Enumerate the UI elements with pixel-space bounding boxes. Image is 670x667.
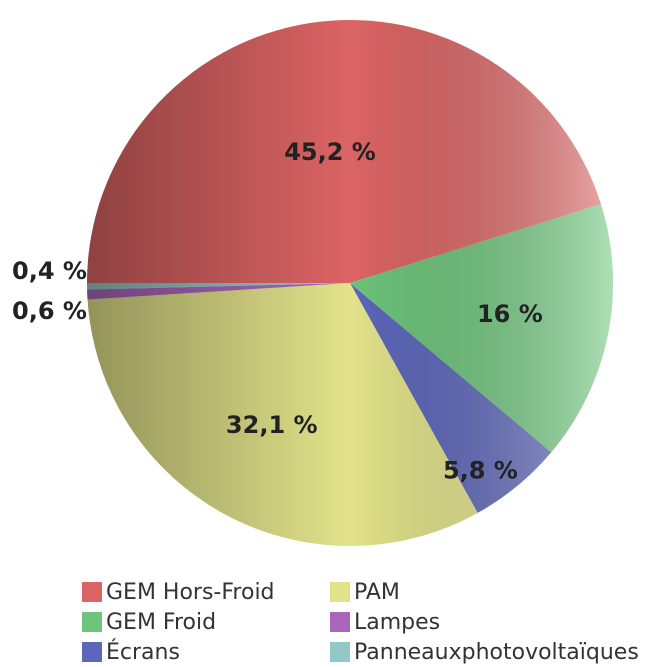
legend-label: GEM Froid (106, 610, 216, 635)
legend-swatch (330, 642, 350, 662)
value-label: 32,1 % (226, 411, 318, 439)
legend-swatch (330, 612, 350, 632)
legend-label: PAM (354, 580, 400, 605)
labels: 45,2 % 16 % 5,8 % 32,1 % 0,6 % 0,4 % (12, 138, 543, 484)
legend-label: Écrans (106, 639, 180, 665)
value-label: 5,8 % (443, 456, 518, 484)
legend-swatch (82, 612, 102, 632)
legend-label: Panneauxphotovoltaïques (354, 640, 639, 665)
pie (87, 19, 614, 547)
legend-label: Lampes (354, 610, 440, 635)
value-label: 45,2 % (284, 138, 376, 166)
value-label: 16 % (477, 300, 543, 328)
legend-label: GEM Hors-Froid (106, 580, 275, 605)
value-label: 0,6 % (12, 297, 87, 325)
legend: GEM Hors-Froid GEM Froid Écrans PAM Lampes Pa… (82, 580, 639, 665)
value-label: 0,4 % (12, 257, 87, 285)
legend-swatch (82, 582, 102, 602)
legend-swatch (82, 642, 102, 662)
legend-swatch (330, 582, 350, 602)
